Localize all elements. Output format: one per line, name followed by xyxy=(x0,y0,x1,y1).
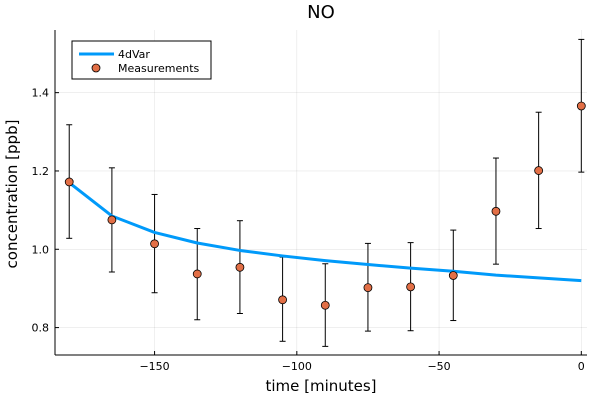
measurement-point xyxy=(192,269,202,279)
measurement-point xyxy=(320,300,330,310)
y-axis-label: concentration [ppb] xyxy=(3,120,21,269)
legend-marker-swatch xyxy=(91,63,101,73)
chart-title: NO xyxy=(307,2,335,23)
legend-label-line: 4dVar xyxy=(118,48,150,61)
measurement-point xyxy=(406,282,416,292)
y-tick-label: 1.4 xyxy=(32,87,50,100)
measurement-point xyxy=(363,283,373,293)
ticks: −150 −100 −50 0 0.8 1.0 1.2 1.4 xyxy=(32,87,585,373)
y-tick-label: 1.2 xyxy=(32,165,50,178)
x-tick-label: 0 xyxy=(578,360,585,373)
measurement-point xyxy=(107,215,117,225)
measurement-point xyxy=(448,271,458,280)
legend: 4dVar Measurements xyxy=(71,40,212,80)
x-axis-label: time [minutes] xyxy=(265,377,376,395)
measurement-point xyxy=(64,177,74,187)
legend-box xyxy=(71,40,212,80)
measurement-point xyxy=(235,262,245,272)
line-series xyxy=(68,181,582,283)
x-tick-label: −150 xyxy=(139,360,169,373)
scatter-points xyxy=(64,101,586,310)
axes xyxy=(54,30,587,356)
y-tick-label: 0.8 xyxy=(32,322,50,335)
x-tick-label: −50 xyxy=(427,360,450,373)
measurement-point xyxy=(576,101,586,111)
measurement-point xyxy=(278,295,287,305)
x-tick-label: −100 xyxy=(282,360,312,373)
measurement-point xyxy=(534,166,544,175)
y-tick-label: 1.0 xyxy=(32,243,50,256)
measurement-point xyxy=(491,206,501,216)
legend-label-scatter: Measurements xyxy=(118,62,200,75)
measurement-point xyxy=(150,239,159,249)
line-4dvar xyxy=(68,181,582,283)
